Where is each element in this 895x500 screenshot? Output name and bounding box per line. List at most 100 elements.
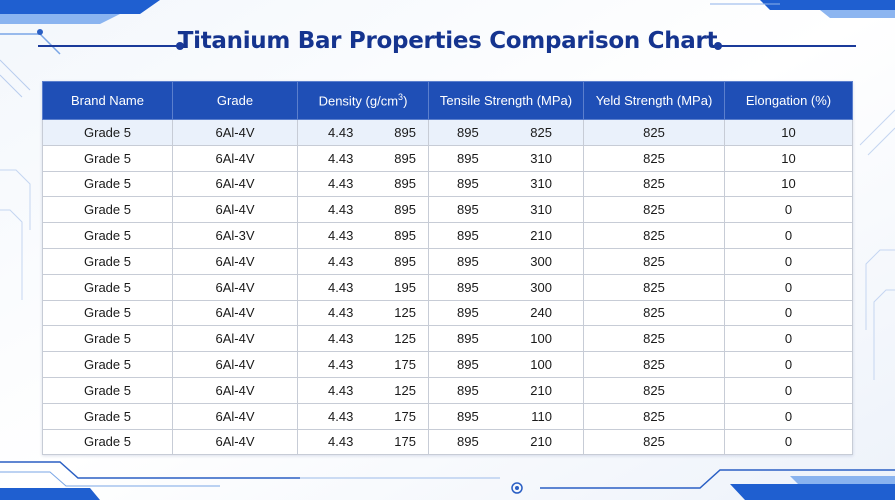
yield-strength-cell: 825 [583,376,725,404]
tensile-values: 895 300 [429,254,583,269]
header-density-close: ) [403,93,408,109]
table-body: Grade 5 6Al-4V 4.43 895 895 825 825 10 Grade 5 6A… [42,119,853,456]
elongation-cell: 0 [724,428,853,456]
yield-strength-cell: 825 [583,299,725,327]
yield-strength-cell: 825 [583,222,725,249]
yield-strength-cell: 825 [583,170,725,198]
density-cell: 4.43 195 [297,273,429,301]
density-secondary-value: 175 [394,357,416,373]
elongation-cell: 10 [724,144,853,172]
tensile-strength-cell: 895 300 [428,247,584,275]
tensile-secondary-value: 210 [530,228,552,244]
tensile-strength-cell: 895 110 [428,402,584,430]
density-secondary-value: 895 [394,202,416,218]
brand-name-cell: Grade 5 [42,119,173,146]
title-rule-left [38,45,180,47]
table-row: Grade 5 6Al-4V 4.43 125 895 210 825 0 [42,376,853,404]
density-value: 4.43 [328,382,354,398]
elongation-cell: 0 [724,273,853,301]
tensile-strength-value: 895 [457,305,479,321]
density-values: 4.43 125 [298,331,428,346]
tensile-secondary-value: 100 [530,357,552,373]
density-values: 4.43 125 [298,305,428,320]
grade-cell: 6Al-4V [172,170,298,198]
brand-name-cell: Grade 5 [42,376,173,404]
elongation-cell: 10 [724,170,853,198]
title-rule-left-dot [176,42,184,50]
tensile-strength-value: 895 [457,434,479,450]
title-rule-right [718,45,856,47]
density-value: 4.43 [328,408,354,424]
brand-name-cell: Grade 5 [42,170,173,198]
table-row: Grade 5 6Al-4V 4.43 175 895 100 825 0 [42,351,853,378]
tensile-strength-cell: 895 310 [428,196,584,224]
table-row: Grade 5 6Al-4V 4.43 195 895 300 825 0 [42,273,853,301]
density-values: 4.43 895 [298,176,428,191]
tensile-values: 895 310 [429,151,583,166]
table-row: Grade 5 6Al-3V 4.43 895 895 210 825 0 [42,222,853,249]
table-row: Grade 5 6Al-4V 4.43 175 895 110 825 0 [42,402,853,430]
density-cell: 4.43 895 [297,119,429,146]
tensile-strength-cell: 895 100 [428,325,584,353]
density-cell: 4.43 125 [297,376,429,404]
tensile-secondary-value: 240 [530,305,552,321]
brand-name-cell: Grade 5 [42,247,173,275]
tensile-strength-cell: 895 210 [428,376,584,404]
table-row: Grade 5 6Al-4V 4.43 895 895 310 825 10 [42,144,853,172]
tensile-secondary-value: 210 [530,382,552,398]
density-secondary-value: 195 [394,279,416,295]
density-cell: 4.43 895 [297,222,429,249]
properties-table: Brand Name Grade Density (g/cm3) Tensile… [42,81,853,456]
yield-strength-cell: 825 [583,428,725,456]
density-cell: 4.43 175 [297,428,429,456]
tensile-strength-cell: 895 210 [428,222,584,249]
elongation-cell: 0 [724,196,853,224]
density-values: 4.43 175 [298,434,428,449]
yield-strength-cell: 825 [583,325,725,353]
density-secondary-value: 895 [394,253,416,269]
tensile-values: 895 310 [429,176,583,191]
header-density: Density (g/cm3) [297,81,429,120]
density-secondary-value: 895 [394,176,416,192]
title-rule-right-dot [714,42,722,50]
density-secondary-value: 175 [394,434,416,450]
grade-cell: 6Al-4V [172,247,298,275]
header-brand-name: Brand Name [42,81,173,120]
table-row: Grade 5 6Al-4V 4.43 125 895 240 825 0 [42,299,853,327]
density-cell: 4.43 895 [297,144,429,172]
density-cell: 4.43 895 [297,247,429,275]
tensile-values: 895 210 [429,228,583,243]
tensile-strength-value: 895 [457,124,479,140]
density-cell: 4.43 175 [297,402,429,430]
density-secondary-value: 895 [394,150,416,166]
table-header-row: Brand Name Grade Density (g/cm3) Tensile… [42,81,853,120]
grade-cell: 6Al-4V [172,402,298,430]
header-tensile-strength: Tensile Strength (MPa) [428,81,584,120]
density-secondary-value: 175 [394,408,416,424]
tensile-values: 895 825 [429,125,583,140]
tensile-secondary-value: 310 [530,202,552,218]
grade-cell: 6Al-4V [172,196,298,224]
brand-name-cell: Grade 5 [42,222,173,249]
yield-strength-cell: 825 [583,144,725,172]
elongation-cell: 0 [724,402,853,430]
tensile-secondary-value: 100 [530,331,552,347]
grade-cell: 6Al-4V [172,299,298,327]
grade-cell: 6Al-4V [172,351,298,378]
density-values: 4.43 125 [298,383,428,398]
yield-strength-cell: 825 [583,273,725,301]
grade-cell: 6Al-4V [172,376,298,404]
brand-name-cell: Grade 5 [42,196,173,224]
tensile-strength-cell: 895 310 [428,170,584,198]
table-row: Grade 5 6Al-4V 4.43 125 895 100 825 0 [42,325,853,353]
density-value: 4.43 [328,279,354,295]
tensile-secondary-value: 300 [530,253,552,269]
density-value: 4.43 [328,357,354,373]
density-secondary-value: 125 [394,305,416,321]
tensile-strength-cell: 895 300 [428,273,584,301]
brand-name-cell: Grade 5 [42,428,173,456]
density-cell: 4.43 125 [297,325,429,353]
grade-cell: 6Al-3V [172,222,298,249]
tensile-secondary-value: 210 [530,434,552,450]
density-value: 4.43 [328,434,354,450]
